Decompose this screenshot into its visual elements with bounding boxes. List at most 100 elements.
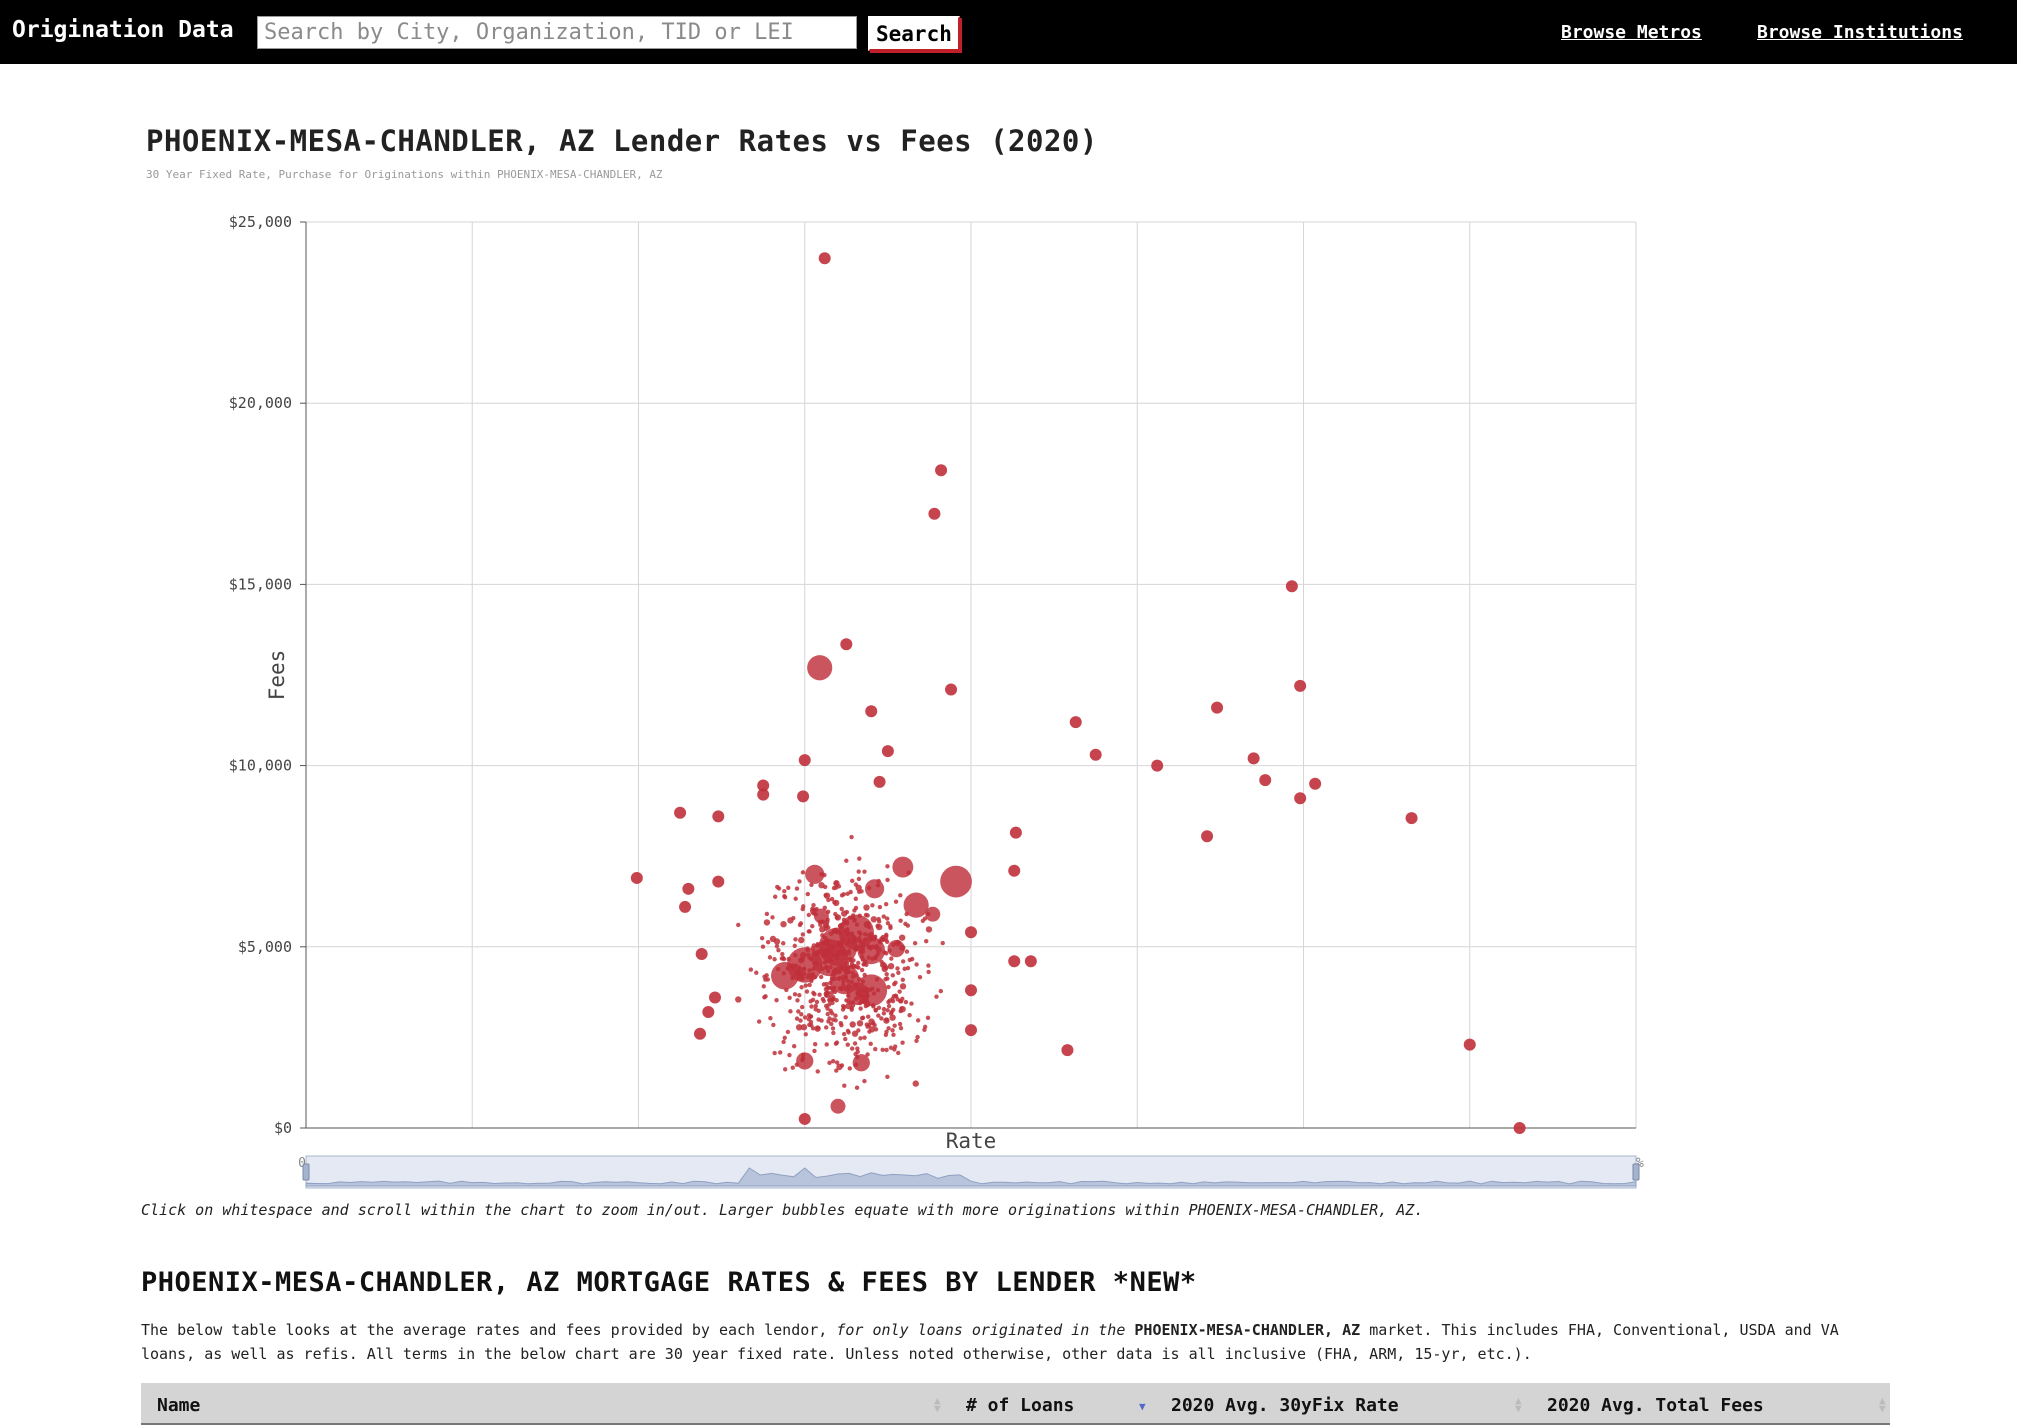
scatter-point [861, 962, 866, 967]
scatter-point [840, 1007, 846, 1012]
scatter-point [965, 984, 977, 997]
scatter-point [872, 1023, 877, 1028]
scatter-point [800, 870, 806, 875]
scatter-point [884, 939, 890, 945]
scatter-point [898, 893, 903, 898]
scatter-point [1151, 759, 1164, 772]
scatter-point [793, 896, 798, 901]
navigator-handle-right [1632, 1163, 1640, 1181]
scatter-point [845, 1028, 851, 1034]
scatter-point [844, 858, 849, 863]
scatter-point [868, 1018, 875, 1025]
sort-icon[interactable]: ▲ ▼ [1879, 1394, 1886, 1415]
scatter-point [841, 1031, 847, 1037]
scatter-point [881, 1011, 887, 1016]
scatter-point [896, 1050, 901, 1056]
scatter-point [899, 983, 907, 990]
scatter-point [889, 956, 894, 961]
scatter-point [880, 937, 885, 942]
scatter-point [876, 916, 881, 922]
scatter-point [940, 940, 945, 946]
scatter-point [702, 1006, 715, 1019]
scatter-point [812, 992, 817, 997]
scatter-point [873, 1046, 878, 1052]
scatter-point [875, 923, 883, 931]
desc-text-1: The below table looks at the average rat… [141, 1321, 837, 1339]
scatter-point [881, 965, 888, 973]
navigator-series-area [305, 1167, 1637, 1187]
y-tick-label: $15,000 [229, 575, 292, 593]
scatter-point [808, 999, 813, 1004]
scatter-point [847, 1066, 853, 1071]
scatter-point [857, 936, 886, 965]
scatter-point [814, 1025, 821, 1032]
y-axis-label: Fees [265, 650, 289, 701]
scatter-point [798, 1018, 803, 1023]
scatter-point [799, 1004, 805, 1010]
scatter-point [830, 1026, 836, 1031]
x-axis-label: Rate [946, 1129, 997, 1153]
scatter-point [907, 957, 912, 963]
scatter-point [830, 1098, 846, 1114]
browse-institutions-link[interactable]: Browse Institutions [1757, 22, 1963, 43]
scatter-point [763, 919, 771, 926]
scatter-point [736, 922, 741, 928]
column-header-loans[interactable]: # of Loans [966, 1395, 1075, 1416]
brand-title[interactable]: Origination Data [12, 17, 234, 43]
column-header-rate[interactable]: 2020 Avg. 30yFix Rate [1171, 1395, 1399, 1416]
scatter-point [885, 916, 890, 921]
scatter-point [807, 982, 812, 988]
y-tick-label: $25,000 [229, 213, 292, 231]
scatter-point [849, 1046, 855, 1051]
search-button[interactable]: Search [868, 16, 960, 51]
scatter-point [812, 1041, 818, 1047]
scatter-point [818, 252, 831, 265]
scatter-point [897, 1021, 903, 1027]
scatter-point [896, 970, 901, 976]
scatter-point [773, 894, 778, 899]
scatter-point [781, 1039, 786, 1045]
sort-desc-icon[interactable]: ▼ [1139, 1400, 1146, 1413]
column-header-name[interactable]: Name [157, 1395, 201, 1416]
scatter-point [834, 1068, 839, 1073]
scatter-point [1513, 1122, 1526, 1134]
scatter-point [757, 779, 770, 792]
column-header-fees[interactable]: 2020 Avg. Total Fees [1547, 1395, 1764, 1416]
scatter-point [885, 1008, 890, 1013]
scatter-point [782, 895, 788, 900]
chart-subtitle: 30 Year Fixed Rate, Purchase for Origina… [146, 168, 663, 181]
desc-metro: PHOENIX-MESA-CHANDLER, AZ [1134, 1321, 1361, 1339]
scatter-point [888, 1011, 894, 1016]
scatter-point [845, 1002, 852, 1010]
scatter-point [876, 1005, 882, 1010]
scatter-point [898, 918, 903, 923]
scatter-point [787, 995, 792, 1001]
scatter-point [1061, 1044, 1074, 1057]
scatter-point [903, 892, 929, 918]
chart-range-navigator[interactable] [302, 1155, 1640, 1189]
search-input[interactable] [257, 16, 857, 49]
scatter-point [890, 1028, 895, 1033]
scatter-point [799, 1012, 804, 1017]
scatter-point [912, 1080, 919, 1087]
sort-icon[interactable]: ▲ ▼ [1515, 1394, 1522, 1415]
rates-vs-fees-scatter-chart[interactable]: 0%1%2%3%4%5%6%7%8%$0$5,000$10,000$15,000… [0, 0, 2017, 1200]
scatter-point [829, 1011, 835, 1016]
scatter-point [884, 972, 889, 977]
sort-icon[interactable]: ▲ ▼ [934, 1394, 941, 1415]
scatter-point [882, 963, 888, 968]
browse-metros-link[interactable]: Browse Metros [1561, 22, 1702, 43]
scatter-point [785, 1029, 791, 1035]
scatter-point [850, 878, 855, 884]
scatter-point [833, 911, 838, 917]
scatter-point [834, 998, 839, 1003]
scatter-point [831, 1030, 836, 1036]
scatter-point [897, 989, 902, 994]
scatter-point [832, 899, 840, 907]
scatter-point [885, 877, 890, 883]
scatter-point [1024, 955, 1037, 968]
scatter-point [764, 911, 770, 917]
scatter-point [762, 995, 767, 1000]
scatter-point [782, 888, 787, 894]
scatter-point [674, 806, 687, 819]
